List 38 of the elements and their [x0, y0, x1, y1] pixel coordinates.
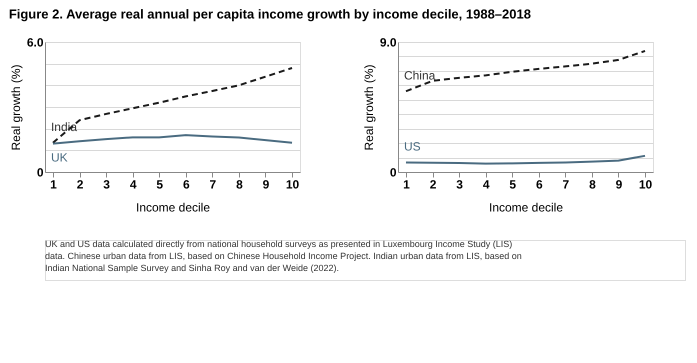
x-tick-label: 5: [156, 178, 164, 192]
x-tick-label: 8: [589, 178, 596, 192]
text: UK and US data calculated directly from national household surveys as presented in Luxembourg Income Study (LIS) data. Chinese urban data from LIS, based on Chinese Household Income Project. Indian urban data from LIS, based on Indian National Sample Survey and Sinha Roy and van der Weide (2022).: [45, 239, 522, 273]
y-tick-label: 0: [390, 166, 397, 180]
x-tick-label: 5: [509, 178, 516, 192]
x-tick-label: 6: [182, 178, 190, 192]
x-tick-label: 6: [536, 178, 543, 192]
x-tick-label: 2: [430, 178, 437, 192]
x-tick-label: 9: [262, 178, 270, 192]
x-tick-label: 2: [76, 178, 84, 192]
x-axis-title: Income decile: [488, 200, 564, 214]
x-tick-label: 3: [103, 178, 110, 192]
line-series: [52, 67, 294, 144]
y-tick-label: 6.0: [26, 36, 44, 50]
x-tick-label: 10: [286, 178, 300, 192]
line-series: [52, 134, 294, 145]
x-tick-label: 8: [236, 178, 244, 192]
x-tick-label: 7: [562, 178, 570, 192]
series-label: China: [404, 68, 436, 82]
chart-title: Figure 2. Average real annual per capita income growth by income decile, 1988–2018: [8, 6, 531, 22]
x-tick-label: 4: [130, 178, 137, 192]
y-axis-title: Real growth (%): [8, 64, 23, 151]
x-tick-label: 1: [50, 178, 58, 192]
line-series: [404, 154, 646, 165]
x-tick-label: 10: [638, 178, 653, 192]
y-tick-label: 9.0: [380, 36, 397, 50]
x-tick-label: 9: [616, 178, 623, 192]
x-tick-label: 4: [482, 178, 490, 192]
x-tick-label: 1: [403, 178, 410, 192]
y-tick-label: 0: [36, 166, 44, 180]
line-series: [404, 50, 646, 92]
series-label: India: [50, 120, 78, 134]
y-axis-title: Real growth (%): [362, 64, 376, 151]
series-label: US: [404, 139, 421, 154]
series-label: UK: [50, 150, 68, 165]
x-axis-title: Income decile: [136, 200, 210, 214]
x-tick-label: 7: [210, 178, 216, 192]
x-tick-label: 3: [456, 178, 464, 192]
